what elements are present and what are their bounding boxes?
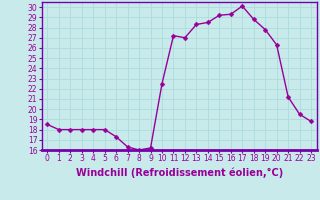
X-axis label: Windchill (Refroidissement éolien,°C): Windchill (Refroidissement éolien,°C) — [76, 167, 283, 178]
